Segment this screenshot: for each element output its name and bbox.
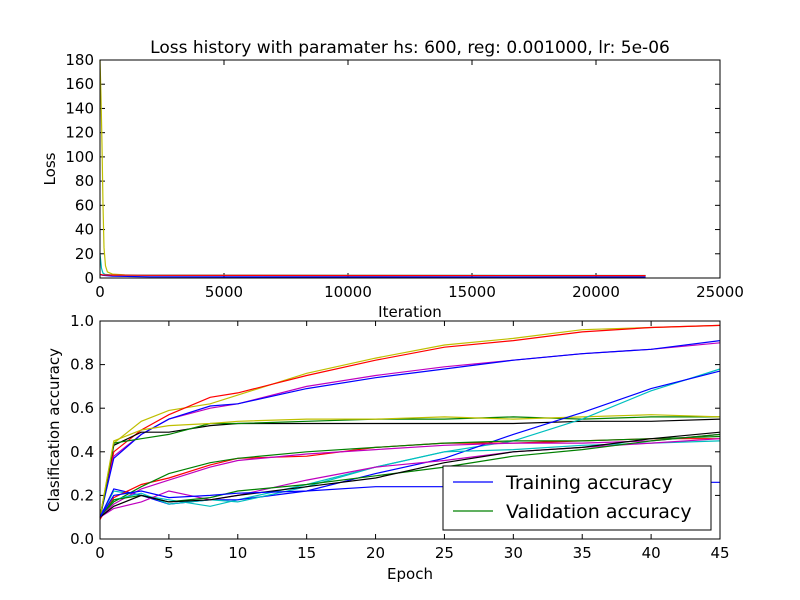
x-tick-label: 30 — [504, 544, 523, 562]
legend-label-training: Training accuracy — [505, 472, 673, 494]
x-tick-label: 0 — [95, 544, 105, 562]
x-tick-label: 10 — [228, 544, 247, 562]
accuracy-y-axis-label: Clasification accuracy — [45, 348, 63, 512]
accuracy-chart: 0 5 10 15 20 25 30 35 40 45 0.0 0.2 0.4 0.6 0.8 1.0 Epo… — [45, 312, 730, 583]
y-tick-label: 40 — [75, 221, 94, 239]
x-tick-label: 20000 — [572, 283, 620, 301]
x-tick-label: 25000 — [696, 283, 744, 301]
x-tick-label: 25 — [435, 544, 454, 562]
y-tick-label: 60 — [75, 196, 94, 214]
y-tick-label: 1.0 — [70, 312, 94, 330]
series-line-0 — [99, 324, 721, 518]
series-line-10 — [99, 435, 721, 518]
accuracy-chart-frame — [99, 320, 721, 540]
legend-box — [442, 465, 712, 531]
x-tick-label: 35 — [573, 544, 592, 562]
series-line-15 — [99, 431, 721, 518]
series-line-4 — [99, 418, 721, 518]
series-line-6 — [99, 414, 721, 518]
x-tick-label: 5000 — [205, 283, 243, 301]
y-tick-label: 0.8 — [70, 356, 94, 374]
y-tick-label: 100 — [65, 148, 94, 166]
y-tick-label: 20 — [75, 245, 94, 263]
y-tick-label: 140 — [65, 99, 94, 117]
series-line-11 — [99, 433, 721, 518]
loss-y-axis-label: Loss — [41, 152, 59, 185]
y-tick-label: 80 — [75, 172, 94, 190]
x-tick-label: 20 — [366, 544, 385, 562]
x-tick-label: 5 — [164, 544, 174, 562]
legend: Training accuracy Validation accuracy — [442, 465, 712, 531]
y-tick-label: 160 — [65, 75, 94, 93]
legend-label-validation: Validation accuracy — [506, 501, 692, 523]
loss-chart-title: Loss history with paramater hs: 600, reg… — [150, 38, 670, 58]
loss-chart: Loss history with paramater hs: 600, reg… — [41, 38, 744, 321]
x-tick-label: 15000 — [448, 283, 496, 301]
series-line-3 — [99, 340, 721, 518]
y-tick-label: 180 — [65, 51, 94, 69]
y-tick-label: 0.4 — [70, 443, 94, 461]
y-tick-label: 0.2 — [70, 486, 94, 504]
x-tick-label: 10000 — [324, 283, 372, 301]
y-tick-label: 0.6 — [70, 399, 94, 417]
loss-x-axis-label: Iteration — [378, 303, 442, 321]
y-tick-label: 0 — [84, 269, 94, 287]
x-tick-label: 0 — [95, 283, 105, 301]
accuracy-x-axis-label: Epoch — [387, 565, 433, 583]
x-tick-label: 45 — [710, 544, 729, 562]
loss-chart-frame — [99, 59, 721, 279]
y-tick-label: 120 — [65, 124, 94, 142]
x-tick-label: 15 — [297, 544, 316, 562]
y-tick-label: 0.0 — [70, 530, 94, 548]
x-tick-label: 40 — [642, 544, 661, 562]
series-line-3 — [99, 273, 646, 277]
